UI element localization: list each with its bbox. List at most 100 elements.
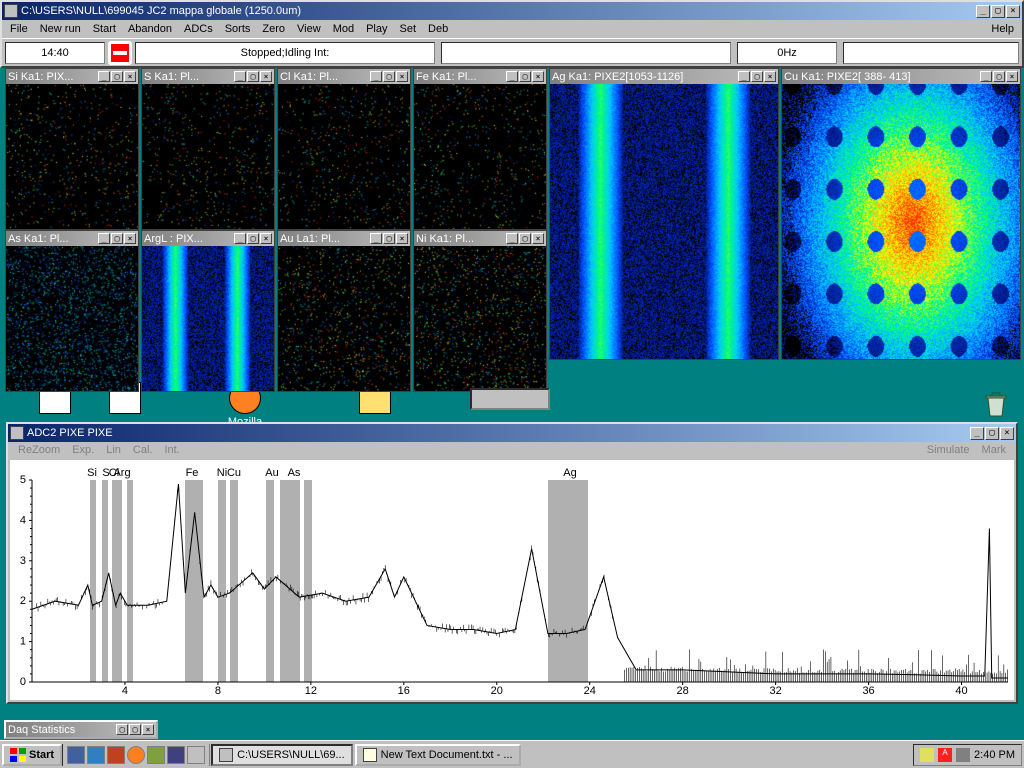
- spec-menu-item[interactable]: Exp.: [66, 444, 100, 456]
- maximize-button[interactable]: ▢: [111, 233, 123, 244]
- close-button[interactable]: ×: [1006, 5, 1020, 18]
- close-button[interactable]: ×: [142, 724, 154, 735]
- maximize-button[interactable]: ▢: [129, 724, 141, 735]
- map-canvas[interactable]: [278, 246, 410, 391]
- tray-icon[interactable]: A: [938, 748, 952, 762]
- menu-item[interactable]: Abandon: [122, 22, 178, 36]
- main-titlebar[interactable]: C:\USERS\NULL\699045 JC2 mappa globale (…: [2, 2, 1022, 20]
- minimize-button[interactable]: _: [506, 71, 518, 82]
- map-canvas[interactable]: [6, 84, 138, 229]
- maximize-button[interactable]: ▢: [991, 5, 1005, 18]
- maximize-button[interactable]: ▢: [383, 233, 395, 244]
- close-button[interactable]: ×: [124, 233, 136, 244]
- taskbar-task[interactable]: C:\USERS\NULL\69...: [211, 744, 353, 766]
- spectrum-titlebar[interactable]: ADC2 PIXE PIXE _ ▢ ×: [8, 424, 1016, 442]
- menu-item[interactable]: Start: [87, 22, 122, 36]
- stop-icon[interactable]: [108, 41, 132, 65]
- close-button[interactable]: ×: [260, 71, 272, 82]
- maximize-button[interactable]: ▢: [751, 71, 763, 82]
- menu-item[interactable]: Set: [394, 22, 423, 36]
- maximize-button[interactable]: ▢: [519, 71, 531, 82]
- close-button[interactable]: ×: [1006, 71, 1018, 82]
- close-button[interactable]: ×: [260, 233, 272, 244]
- restore-button[interactable]: ▢: [116, 724, 128, 735]
- maximize-button[interactable]: ▢: [247, 233, 259, 244]
- close-button[interactable]: ×: [764, 71, 776, 82]
- map-titlebar[interactable]: Cl Ka1: Pl... _ ▢ ×: [278, 69, 410, 84]
- map-canvas[interactable]: [782, 84, 1020, 359]
- spec-menu-item[interactable]: Int.: [158, 444, 185, 456]
- minimize-button[interactable]: _: [980, 71, 992, 82]
- menu-help[interactable]: Help: [985, 22, 1020, 36]
- minimize-button[interactable]: _: [370, 233, 382, 244]
- map-canvas[interactable]: [6, 246, 138, 391]
- maximize-button[interactable]: ▢: [985, 427, 999, 440]
- map-titlebar[interactable]: As Ka1: Pl... _ ▢ ×: [6, 231, 138, 246]
- maximize-button[interactable]: ▢: [383, 71, 395, 82]
- menu-item[interactable]: File: [4, 22, 34, 36]
- map-titlebar[interactable]: Cu Ka1: PIXE2[ 388- 413] _ ▢ ×: [782, 69, 1020, 84]
- map-titlebar[interactable]: S Ka1: Pl... _ ▢ ×: [142, 69, 274, 84]
- tray-clock[interactable]: 2:40 PM: [974, 749, 1015, 761]
- spec-menu-item[interactable]: ReZoom: [12, 444, 66, 456]
- ql-icon[interactable]: [67, 746, 85, 764]
- map-titlebar[interactable]: Fe Ka1: Pl... _ ▢ ×: [414, 69, 546, 84]
- menu-item[interactable]: New run: [34, 22, 87, 36]
- map-canvas[interactable]: [142, 84, 274, 229]
- close-button[interactable]: ×: [532, 233, 544, 244]
- ql-icon[interactable]: [147, 746, 165, 764]
- tray-icon[interactable]: [920, 748, 934, 762]
- map-titlebar[interactable]: ArgL : PIX... _ ▢ ×: [142, 231, 274, 246]
- minimize-button[interactable]: _: [98, 71, 110, 82]
- menu-item[interactable]: Deb: [422, 22, 454, 36]
- maximize-button[interactable]: ▢: [247, 71, 259, 82]
- close-button[interactable]: ×: [1000, 427, 1014, 440]
- spec-menu-item[interactable]: Mark: [976, 444, 1012, 456]
- taskbar-task[interactable]: New Text Document.txt - ...: [355, 744, 521, 766]
- ql-icon[interactable]: [87, 746, 105, 764]
- minimize-button[interactable]: _: [738, 71, 750, 82]
- minimize-button[interactable]: _: [976, 5, 990, 18]
- ql-icon[interactable]: [187, 746, 205, 764]
- menu-item[interactable]: Zero: [256, 22, 291, 36]
- minimize-button[interactable]: _: [98, 233, 110, 244]
- minimize-button[interactable]: _: [506, 233, 518, 244]
- start-button[interactable]: Start: [2, 744, 62, 766]
- map-canvas[interactable]: [278, 84, 410, 229]
- menu-item[interactable]: Mod: [327, 22, 360, 36]
- ql-icon[interactable]: [167, 746, 185, 764]
- recycle-bin-icon[interactable]: [980, 388, 1012, 420]
- map-canvas[interactable]: [414, 84, 546, 229]
- map-titlebar[interactable]: Si Ka1: PIX... _ ▢ ×: [6, 69, 138, 84]
- map-window: ArgL : PIX... _ ▢ ×: [141, 230, 275, 392]
- maximize-button[interactable]: ▢: [993, 71, 1005, 82]
- menu-item[interactable]: Play: [360, 22, 393, 36]
- menu-item[interactable]: View: [291, 22, 327, 36]
- close-button[interactable]: ×: [396, 71, 408, 82]
- spectrum-plot[interactable]: 543210481216202428323640SiSClArgFeNiCuAu…: [10, 460, 1014, 700]
- close-button[interactable]: ×: [396, 233, 408, 244]
- map-canvas[interactable]: [142, 246, 274, 391]
- daq-stats-window[interactable]: Daq Statistics ▢ ▢ ×: [4, 720, 158, 739]
- spec-menu-item[interactable]: Cal.: [127, 444, 159, 456]
- map-titlebar[interactable]: Au La1: Pl... _ ▢ ×: [278, 231, 410, 246]
- ql-icon[interactable]: [127, 746, 145, 764]
- spec-menu-item[interactable]: Lin: [100, 444, 127, 456]
- menu-item[interactable]: ADCs: [178, 22, 219, 36]
- minimize-button[interactable]: _: [234, 71, 246, 82]
- map-titlebar[interactable]: Ag Ka1: PIXE2[1053-1126] _ ▢ ×: [550, 69, 778, 84]
- close-button[interactable]: ×: [532, 71, 544, 82]
- close-button[interactable]: ×: [124, 71, 136, 82]
- minimize-button[interactable]: _: [370, 71, 382, 82]
- tray-icon[interactable]: [956, 748, 970, 762]
- maximize-button[interactable]: ▢: [111, 71, 123, 82]
- minimize-button[interactable]: _: [970, 427, 984, 440]
- spec-menu-item[interactable]: Simulate: [921, 444, 976, 456]
- map-canvas[interactable]: [414, 246, 546, 391]
- map-canvas[interactable]: [550, 84, 778, 359]
- minimize-button[interactable]: _: [234, 233, 246, 244]
- maximize-button[interactable]: ▢: [519, 233, 531, 244]
- ql-icon[interactable]: [107, 746, 125, 764]
- map-titlebar[interactable]: Ni Ka1: Pl... _ ▢ ×: [414, 231, 546, 246]
- menu-item[interactable]: Sorts: [219, 22, 257, 36]
